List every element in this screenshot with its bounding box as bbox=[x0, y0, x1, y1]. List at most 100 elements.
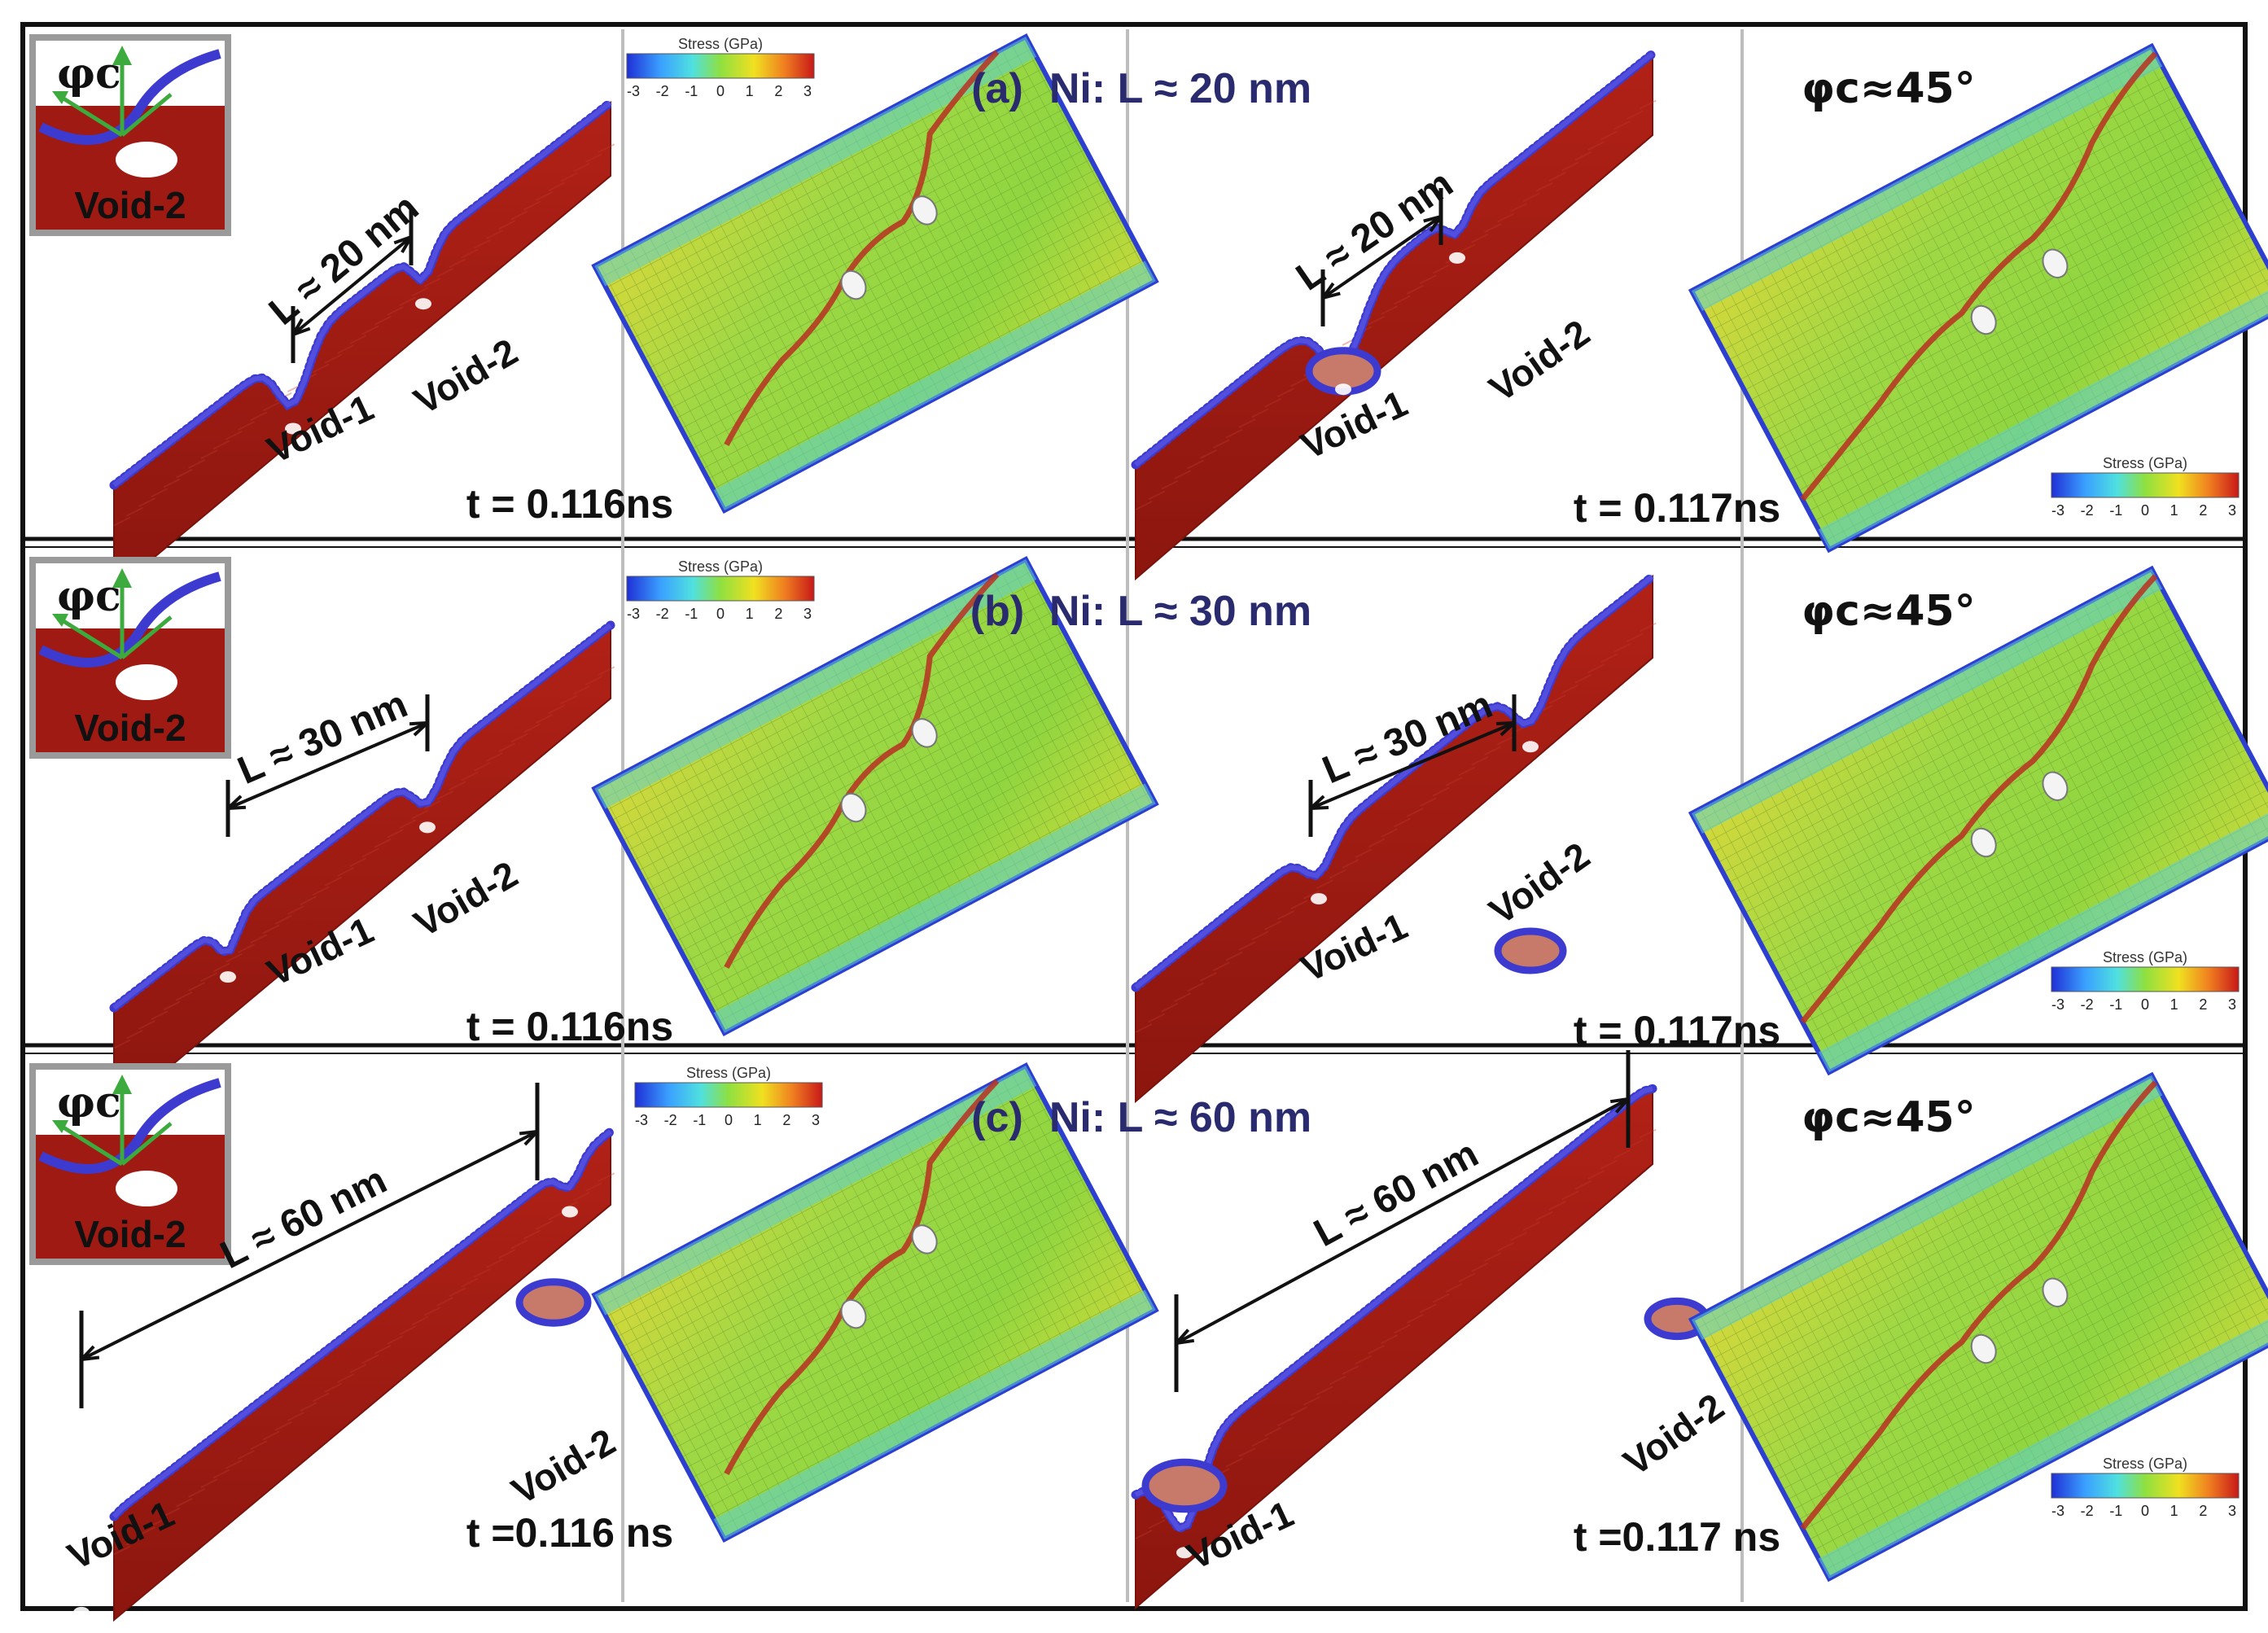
colorbar-gradient bbox=[2051, 966, 2240, 992]
atom-texture bbox=[1212, 439, 1230, 449]
atom-texture bbox=[536, 714, 553, 724]
atom-texture bbox=[1394, 295, 1411, 305]
time-label-right: t = 0.117ns bbox=[1574, 485, 1780, 531]
stress-map bbox=[1688, 1071, 2268, 1583]
void-2-label: Void-2 bbox=[1482, 834, 1597, 932]
colorbar-tick-label: 0 bbox=[2141, 1503, 2149, 1519]
atom-texture bbox=[1613, 1149, 1631, 1159]
atom-texture bbox=[1639, 622, 1657, 633]
colorbar-tick-label: 0 bbox=[2141, 996, 2149, 1013]
void-remnant bbox=[1335, 383, 1351, 396]
atom-texture bbox=[1509, 1231, 1527, 1241]
stress-map bbox=[591, 1062, 1159, 1543]
colorbar-tick-label: 2 bbox=[2199, 502, 2207, 519]
colorbar-tick-label: 0 bbox=[716, 83, 725, 99]
atom-texture bbox=[436, 1297, 453, 1307]
arrowhead-icon bbox=[52, 614, 68, 627]
atom-texture bbox=[1290, 377, 1307, 387]
atom-texture bbox=[473, 1267, 491, 1278]
atom-texture bbox=[1199, 971, 1217, 982]
dimension-line bbox=[1321, 215, 1443, 300]
void bbox=[2042, 1277, 2069, 1307]
atom-texture bbox=[1135, 501, 1153, 510]
atom-texture bbox=[411, 287, 429, 297]
colorbar-tick-label: -1 bbox=[685, 606, 698, 622]
shock-front bbox=[724, 1079, 1000, 1476]
atom-texture bbox=[1419, 1303, 1437, 1314]
inset-void-label: Void-2 bbox=[74, 1213, 186, 1255]
inset-void bbox=[116, 664, 177, 700]
atom-texture bbox=[1368, 315, 1386, 326]
atom-texture bbox=[1161, 1002, 1179, 1013]
tension-band bbox=[1818, 807, 2268, 1073]
stress-colorbar: Stress (GPa) -3 -2 -1 0 1 2 3 bbox=[2051, 1456, 2240, 1519]
colorbar-gradient bbox=[626, 576, 815, 602]
atom-texture bbox=[1238, 1447, 1256, 1457]
atom-texture bbox=[1174, 992, 1192, 1003]
atom-texture bbox=[449, 258, 466, 269]
row-title-text: Ni: L ≈ 30 nm bbox=[1049, 588, 1311, 635]
atom-texture bbox=[411, 809, 429, 820]
atom-texture bbox=[361, 847, 379, 858]
colorbar-tick-label: -2 bbox=[656, 83, 669, 99]
atom-texture bbox=[1368, 838, 1386, 848]
tension-band bbox=[713, 1289, 1156, 1539]
atom-texture bbox=[572, 162, 590, 173]
atom-texture bbox=[1394, 817, 1411, 828]
atom-texture bbox=[1497, 1241, 1514, 1252]
surface-layer bbox=[1134, 574, 1654, 990]
atom-texture bbox=[449, 781, 466, 791]
inset-surface bbox=[38, 1078, 221, 1174]
inset-background bbox=[36, 41, 225, 106]
atom-texture bbox=[498, 1249, 516, 1259]
atom-texture bbox=[1264, 920, 1282, 930]
atom-texture bbox=[287, 1412, 304, 1421]
atom-texture bbox=[498, 220, 516, 230]
dimension-line bbox=[1176, 1097, 1629, 1345]
atom-texture bbox=[1613, 642, 1631, 653]
atom-texture bbox=[113, 1545, 131, 1556]
atom-texture bbox=[1290, 1406, 1307, 1416]
tension-band bbox=[594, 559, 1037, 809]
void bbox=[840, 269, 867, 300]
atom-texture bbox=[337, 1373, 354, 1383]
colorbar-title: Stress (GPa) bbox=[2103, 455, 2187, 471]
atom-texture bbox=[1225, 1457, 1243, 1468]
atom-texture bbox=[411, 1316, 429, 1326]
atom-texture bbox=[151, 1010, 169, 1021]
atom-texture bbox=[1626, 110, 1644, 120]
length-label: L ≈ 30 nm bbox=[232, 683, 414, 793]
atom-texture bbox=[1626, 633, 1644, 643]
atom-texture bbox=[238, 1450, 255, 1460]
atom-texture bbox=[250, 1440, 268, 1451]
stress-colorbar: Stress (GPa) -3 -2 -1 0 1 2 3 bbox=[2051, 455, 2240, 519]
atom-texture bbox=[536, 191, 553, 201]
atom-texture bbox=[312, 1392, 330, 1403]
atom-texture bbox=[361, 325, 379, 335]
atom-texture bbox=[324, 876, 342, 887]
colorbar-tick-label: -1 bbox=[693, 1112, 706, 1128]
atom-texture bbox=[374, 838, 392, 848]
colorbar-title: Stress (GPa) bbox=[686, 1065, 771, 1081]
atom-texture bbox=[1225, 428, 1243, 439]
atom-texture bbox=[1225, 951, 1243, 961]
atom-texture bbox=[324, 1382, 342, 1393]
tension-band bbox=[713, 783, 1156, 1033]
atom-texture bbox=[1406, 284, 1424, 295]
atom-texture bbox=[1406, 1313, 1424, 1324]
stress-map bbox=[591, 556, 1159, 1036]
atom-texture bbox=[113, 516, 131, 527]
atom-texture bbox=[1522, 192, 1540, 203]
atom-texture bbox=[250, 934, 268, 944]
atom-texture bbox=[300, 1402, 317, 1412]
atom-texture bbox=[300, 895, 317, 906]
atom-texture bbox=[163, 1507, 181, 1517]
colorbar-tick-label: 2 bbox=[774, 606, 782, 622]
colorbar-tick-label: 3 bbox=[803, 606, 812, 622]
row-tag: (b) bbox=[970, 588, 1024, 635]
atom-texture bbox=[1277, 387, 1295, 398]
atom-texture bbox=[1509, 202, 1527, 212]
atom-texture bbox=[1342, 859, 1359, 869]
colorbar-tick-label: -2 bbox=[2081, 1503, 2094, 1519]
